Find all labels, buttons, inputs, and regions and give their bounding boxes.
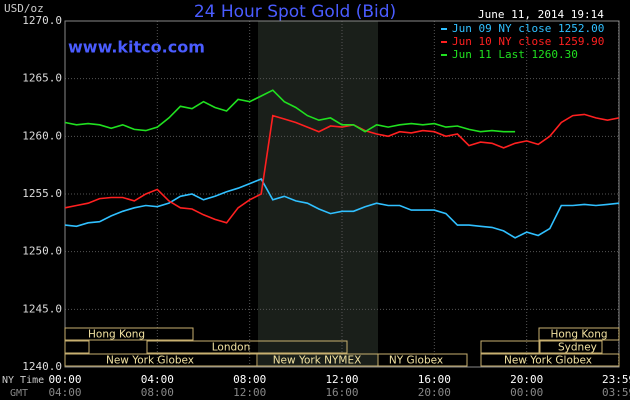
x2-tick-label: 08:00 [141,386,174,399]
y-tick-label: 1265.0 [22,72,62,85]
x-tick-label: 08:00 [233,373,266,386]
x2-axis-label: GMT [10,388,28,399]
legend-label: Jun 09 NY close 1252.00 [452,22,604,35]
chart-title: 24 Hour Spot Gold (Bid) [194,2,396,22]
session-box [377,353,468,367]
watermark: www.kitco.com [68,38,205,57]
session-box [538,327,620,341]
y-tick-label: 1250.0 [22,245,62,258]
x-tick-label: 00:00 [48,373,81,386]
session-box [64,327,194,341]
x2-tick-label: 16:00 [325,386,358,399]
x2-tick-label: 12:00 [233,386,266,399]
session-label: New York Globex [106,355,194,367]
y-tick-label: 1260.0 [22,129,62,142]
x-axis-label: NY Time [2,375,44,386]
series-line [64,89,516,133]
y-axis-label: USD/oz [4,2,44,15]
x-tick-label: 20:00 [510,373,543,386]
session-box [480,353,620,367]
session-box [146,340,348,354]
session-label: Hong Kong [550,329,607,341]
legend-label: Jun 10 NY close 1259.90 [452,35,604,48]
legend-label: Jun 11 Last 1260.30 [452,48,578,61]
x2-tick-label: 03:59 [602,386,630,399]
x2-tick-label: 00:00 [510,386,543,399]
session-label: New York NYMEX [273,355,362,367]
y-tick-label: 1255.0 [22,187,62,200]
session-label: London [212,342,251,354]
y-tick-label: 1245.0 [22,302,62,315]
session-label: Hong Kong [88,329,145,341]
x-tick-label: 23:59 [602,373,630,386]
timestamp: June 11, 2014 19:14 [478,8,604,21]
x-tick-label: 16:00 [418,373,451,386]
session-label: New York Globex [504,355,592,367]
session-box [480,340,541,354]
x2-tick-label: 04:00 [48,386,81,399]
y-tick-label: 1270.0 [22,14,62,27]
series-line [64,177,620,239]
session-label: NY Globex [389,355,443,367]
session-box [64,340,90,354]
y-tick-label: 1240.0 [22,360,62,373]
x2-tick-label: 20:00 [418,386,451,399]
x-tick-label: 12:00 [325,373,358,386]
session-box [538,340,603,354]
x-tick-label: 04:00 [141,373,174,386]
session-label: Sydney [558,342,597,354]
plot-border [64,20,620,368]
series-line [64,113,620,224]
